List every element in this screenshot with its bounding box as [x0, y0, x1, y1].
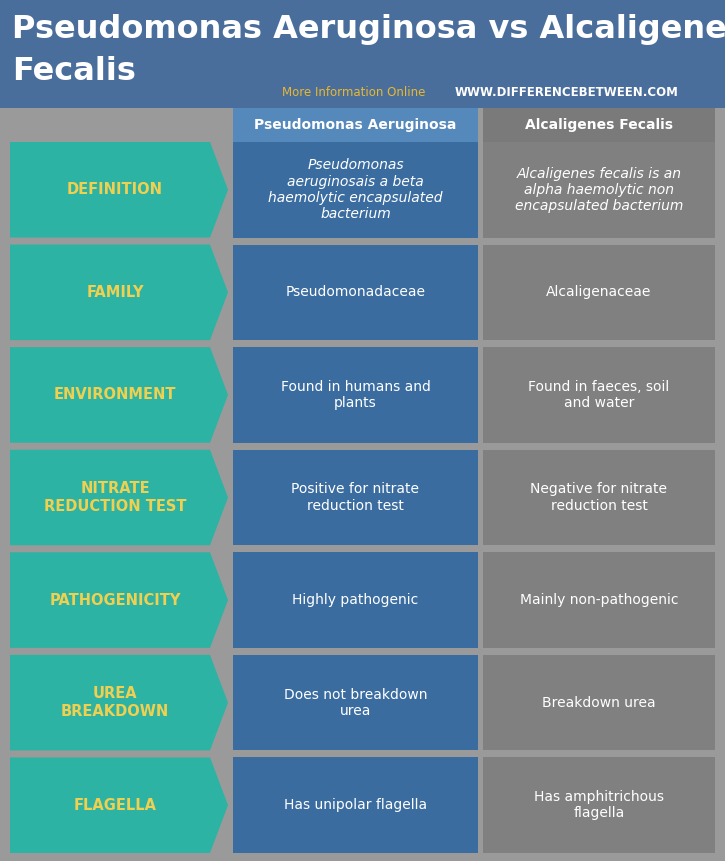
Text: FLAGELLA: FLAGELLA	[73, 797, 157, 813]
Text: PATHOGENICITY: PATHOGENICITY	[49, 592, 181, 608]
Text: Alcaligenes fecalis is an
alpha haemolytic non
encapsulated bacterium: Alcaligenes fecalis is an alpha haemolyt…	[515, 166, 683, 213]
Text: More Information Online: More Information Online	[282, 85, 426, 98]
Text: Found in faeces, soil
and water: Found in faeces, soil and water	[529, 380, 670, 410]
Polygon shape	[10, 449, 228, 545]
Polygon shape	[10, 655, 228, 751]
Polygon shape	[10, 245, 228, 340]
Text: Pseudomonas Aeruginosa: Pseudomonas Aeruginosa	[254, 118, 457, 132]
Polygon shape	[10, 758, 228, 853]
Text: DEFINITION: DEFINITION	[67, 183, 163, 197]
Text: Negative for nitrate
reduction test: Negative for nitrate reduction test	[531, 482, 668, 512]
FancyBboxPatch shape	[483, 552, 715, 647]
Text: Pseudomonadaceae: Pseudomonadaceae	[286, 285, 426, 300]
Text: ENVIRONMENT: ENVIRONMENT	[54, 387, 176, 402]
Text: Pseudomonas
aeruginosais a beta
haemolytic encapsulated
bacterium: Pseudomonas aeruginosais a beta haemolyt…	[268, 158, 443, 221]
FancyBboxPatch shape	[233, 655, 478, 751]
FancyBboxPatch shape	[483, 655, 715, 751]
Text: Mainly non-pathogenic: Mainly non-pathogenic	[520, 593, 679, 607]
Text: WWW.DIFFERENCEBETWEEN.COM: WWW.DIFFERENCEBETWEEN.COM	[455, 85, 679, 98]
Polygon shape	[10, 347, 228, 443]
FancyBboxPatch shape	[233, 245, 478, 340]
FancyBboxPatch shape	[483, 108, 715, 142]
Text: UREA
BREAKDOWN: UREA BREAKDOWN	[61, 686, 169, 719]
Text: Found in humans and
plants: Found in humans and plants	[281, 380, 431, 410]
Text: Highly pathogenic: Highly pathogenic	[292, 593, 418, 607]
Polygon shape	[0, 0, 725, 108]
Text: Fecalis: Fecalis	[12, 56, 136, 87]
Polygon shape	[10, 142, 228, 238]
Text: Breakdown urea: Breakdown urea	[542, 696, 656, 709]
Text: Does not breakdown
urea: Does not breakdown urea	[283, 688, 427, 718]
Polygon shape	[10, 552, 228, 647]
Text: Has unipolar flagella: Has unipolar flagella	[284, 798, 427, 812]
FancyBboxPatch shape	[483, 245, 715, 340]
FancyBboxPatch shape	[483, 347, 715, 443]
FancyBboxPatch shape	[233, 552, 478, 647]
FancyBboxPatch shape	[233, 347, 478, 443]
Text: Pseudomonas Aeruginosa vs Alcaligenes: Pseudomonas Aeruginosa vs Alcaligenes	[12, 14, 725, 45]
FancyBboxPatch shape	[233, 142, 478, 238]
Text: Has amphitrichous
flagella: Has amphitrichous flagella	[534, 790, 664, 821]
FancyBboxPatch shape	[483, 449, 715, 545]
Text: NITRATE
REDUCTION TEST: NITRATE REDUCTION TEST	[44, 481, 186, 514]
FancyBboxPatch shape	[233, 449, 478, 545]
FancyBboxPatch shape	[483, 758, 715, 853]
FancyBboxPatch shape	[483, 142, 715, 238]
Text: Alcaligenes Fecalis: Alcaligenes Fecalis	[525, 118, 673, 132]
Text: FAMILY: FAMILY	[86, 285, 144, 300]
Text: Alcaligenaceae: Alcaligenaceae	[547, 285, 652, 300]
FancyBboxPatch shape	[233, 108, 478, 142]
Text: Positive for nitrate
reduction test: Positive for nitrate reduction test	[291, 482, 420, 512]
FancyBboxPatch shape	[233, 758, 478, 853]
